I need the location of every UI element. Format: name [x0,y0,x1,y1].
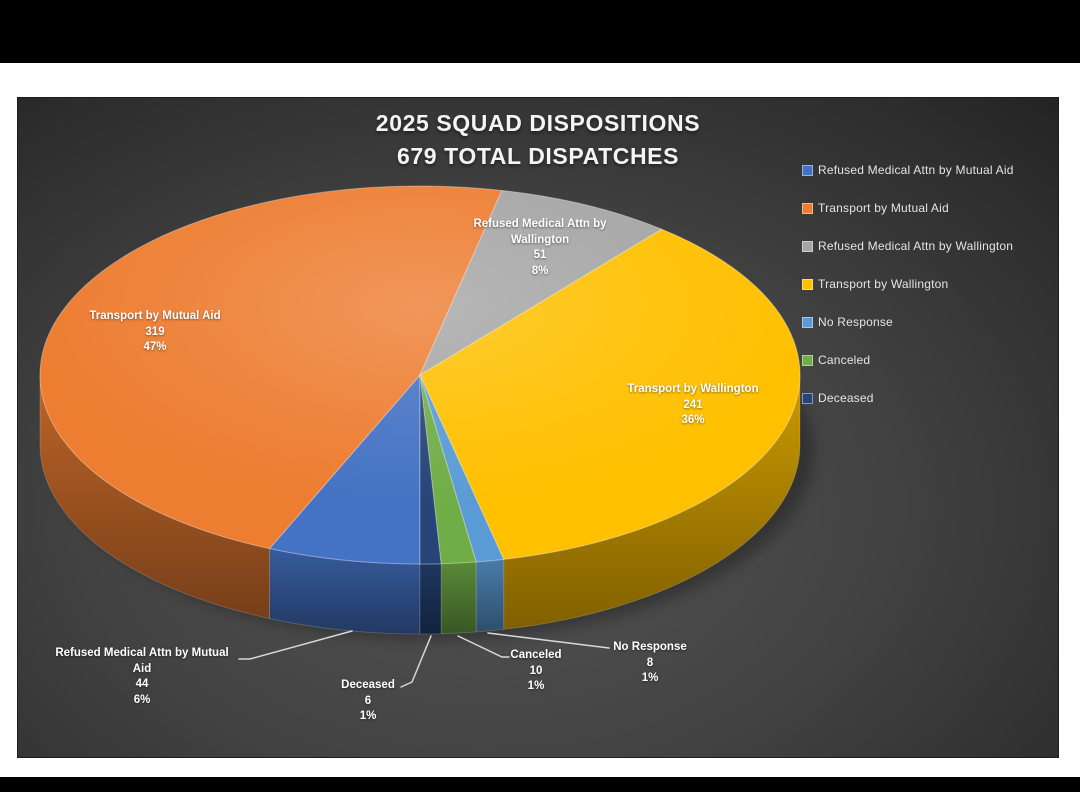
legend-label: No Response [818,315,893,329]
legend-swatch-icon [802,316,813,328]
leader-line-canceled [457,635,510,658]
legend-swatch-icon [802,164,813,176]
legend-label: Transport by Wallington [818,277,949,291]
pie-slice-side-deceased [419,563,442,635]
legend-label: Refused Medical Attn by Mutual Aid [818,163,1014,177]
pie-slice-side-canceled [440,561,477,635]
leader-line-no-response [487,632,610,649]
legend-swatch-icon [802,392,813,404]
legend-item-no-response: No Response [802,315,1014,329]
chart-legend: Refused Medical Attn by Mutual Aid Transp… [802,163,1014,429]
chart-title-line2: 679 TOTAL DISPATCHES [396,143,680,169]
legend-label: Deceased [818,391,874,405]
leader-line-deceased [400,635,432,688]
leader-line-refused-medical-attn-by-mutual-aid [238,630,353,660]
legend-item-canceled: Canceled [802,353,1014,367]
legend-swatch-icon [802,278,813,290]
pie-slice-side-no-response [475,558,505,633]
legend-swatch-icon [802,354,813,366]
legend-item-transport-by-wallington: Transport by Wallington [802,277,1014,291]
legend-item-transport-by-mutual-aid: Transport by Mutual Aid [802,201,1014,215]
legend-label: Refused Medical Attn by Wallington [818,239,1014,253]
legend-item-deceased: Deceased [802,391,1014,405]
legend-item-refused-medical-attn-by-mutual-aid: Refused Medical Attn by Mutual Aid [802,163,1014,177]
legend-swatch-icon [802,240,813,252]
chart-panel: 2025 SQUAD DISPOSITIONS 679 TOTAL DISPAT… [17,97,1059,758]
legend-label: Canceled [818,353,871,367]
legend-item-refused-medical-attn-by-wallington: Refused Medical Attn by Wallington [802,239,1014,253]
chart-title-line1: 2025 SQUAD DISPOSITIONS [375,110,701,136]
legend-label: Transport by Mutual Aid [818,201,949,215]
document-page: 2025 SQUAD DISPOSITIONS 679 TOTAL DISPAT… [0,63,1080,777]
legend-swatch-icon [802,202,813,214]
chart-title: 2025 SQUAD DISPOSITIONS 679 TOTAL DISPAT… [17,107,1059,173]
